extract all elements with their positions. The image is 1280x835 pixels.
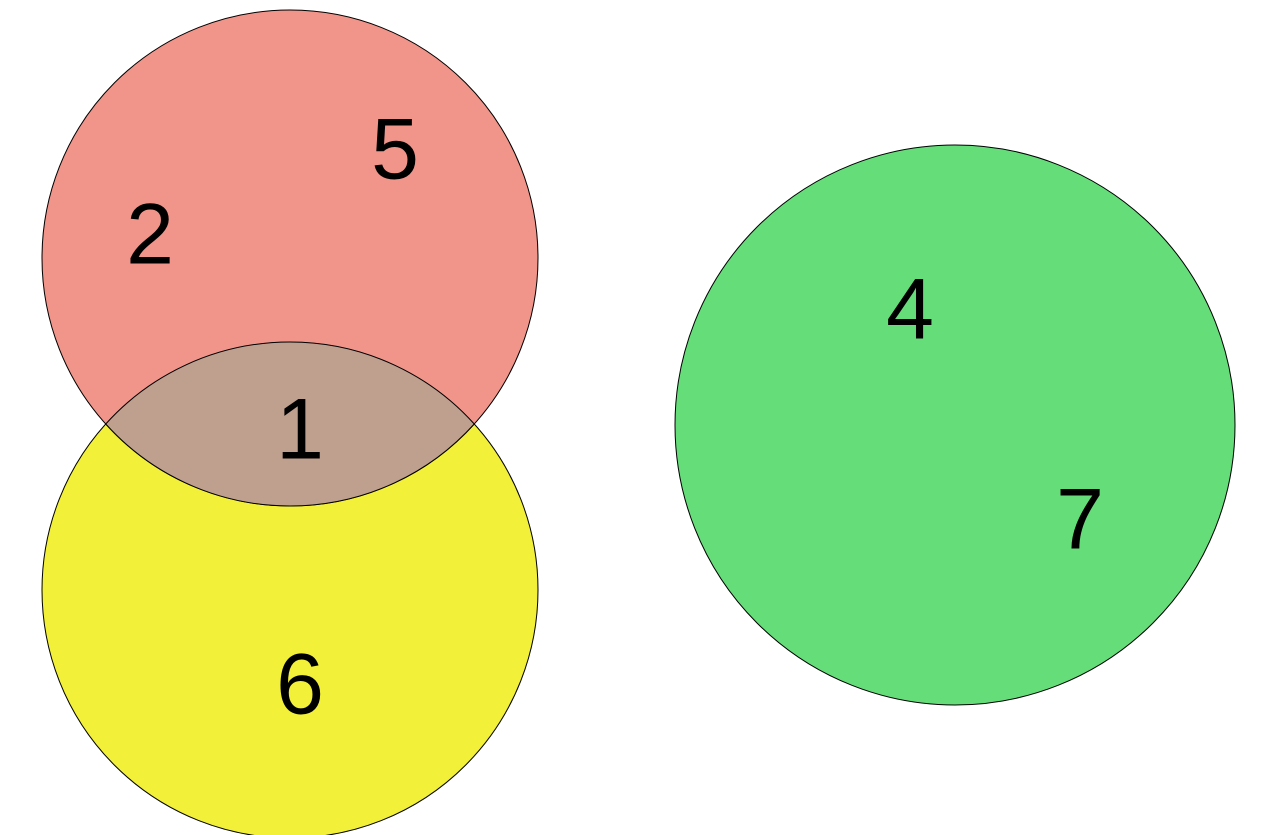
venn-diagram: 2 5 1 6 4 7 [0, 0, 1280, 835]
venn-svg [0, 0, 1280, 835]
label-6: 6 [276, 636, 324, 735]
label-2: 2 [126, 186, 174, 285]
label-1: 1 [276, 381, 324, 480]
circle-c [675, 145, 1235, 705]
label-7: 7 [1056, 471, 1104, 570]
label-5: 5 [371, 101, 419, 200]
label-4: 4 [886, 261, 934, 360]
